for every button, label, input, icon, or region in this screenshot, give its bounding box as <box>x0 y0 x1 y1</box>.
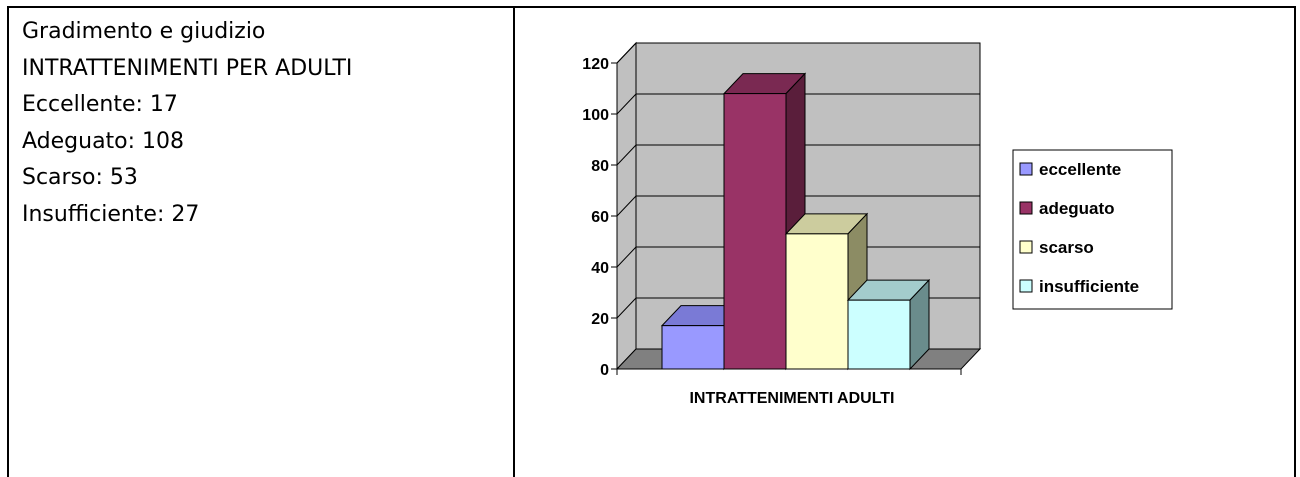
summary-title: Gradimento e giudizio <box>22 19 266 44</box>
gridline-side <box>616 246 637 268</box>
legend-label-adeguato: adeguato <box>1039 199 1115 218</box>
summary-line-adeguato: Adeguato: 108 <box>22 128 185 154</box>
gridline-side <box>616 93 637 115</box>
y-tick-label: 20 <box>591 311 609 328</box>
legend-box <box>1012 149 1173 310</box>
legend-swatch-eccellente <box>1019 162 1033 176</box>
legend-swatch-adeguato <box>1019 201 1033 215</box>
legend-label-scarso: scarso <box>1039 238 1094 257</box>
bar-eccellente <box>661 325 725 370</box>
legend-label-eccellente: eccellente <box>1039 160 1121 179</box>
table-border-right <box>1294 6 1296 477</box>
table-border-divider <box>513 6 515 477</box>
gridline-side <box>616 42 637 64</box>
summary-line-insufficiente: Insufficiente: 27 <box>22 201 200 227</box>
y-tick-label: 80 <box>591 158 609 175</box>
legend-swatch-scarso <box>1019 240 1033 254</box>
summary-line-eccellente: Eccellente: 17 <box>22 92 178 117</box>
y-tick-label: 120 <box>582 56 609 73</box>
y-tick-label: 0 <box>600 362 609 379</box>
gridline-side <box>616 297 637 319</box>
table-border-left <box>7 6 9 477</box>
table-border-top <box>7 6 1296 8</box>
gridline-side <box>616 144 637 166</box>
y-tick-label: 40 <box>591 260 609 277</box>
rating-summary-text: Gradimento e giudizio INTRATTENIMENTI PE… <box>22 14 502 233</box>
y-tick-label: 100 <box>582 107 609 124</box>
gridline-side <box>616 195 637 217</box>
summary-line-scarso: Scarso: 53 <box>22 165 138 190</box>
legend-label-insufficiente: insufficiente <box>1039 277 1139 296</box>
summary-subtitle: INTRATTENIMENTI PER ADULTI <box>22 55 353 81</box>
bar-scarso <box>785 233 849 370</box>
y-tick-label: 60 <box>591 209 609 226</box>
bar-adeguato <box>723 93 787 370</box>
legend-swatch-insufficiente <box>1019 279 1033 293</box>
bar-insufficiente <box>847 299 911 370</box>
x-axis-category-label: INTRATTENIMENTI ADULTI <box>689 390 894 407</box>
